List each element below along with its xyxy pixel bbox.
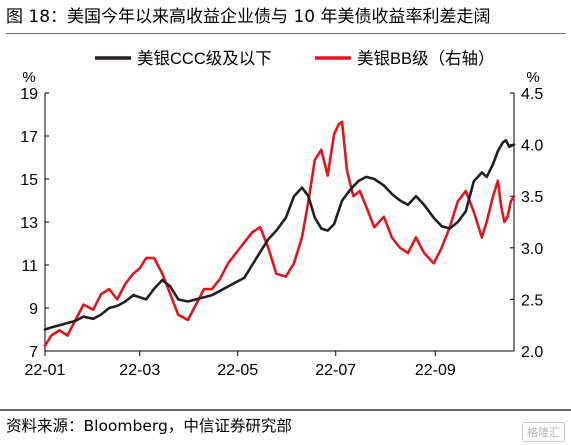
- legend-label-bb: 美银BB级（右轴）: [357, 49, 495, 68]
- left-tick-label: 15: [20, 172, 38, 189]
- source-divider: [0, 409, 571, 411]
- series-line-bb: [43, 120, 516, 348]
- figure-title-text: 图 18：美国今年以来高收益企业债与 10 年美债收益率利差走阔: [6, 7, 491, 27]
- right-axis-unit: %: [526, 69, 539, 86]
- right-tick-label: 2.0: [521, 344, 543, 361]
- series-line-ccc: [43, 139, 516, 331]
- right-tick-label: 3.0: [521, 241, 543, 258]
- x-tick-label: 22-05: [217, 362, 258, 379]
- right-tick-label: 4.0: [521, 138, 543, 155]
- x-tick-label: 22-07: [315, 362, 356, 379]
- x-tick-label: 22-03: [119, 362, 160, 379]
- right-tick-label: 3.5: [521, 189, 543, 206]
- axes: 7 9 11 13 15 17 19 2.0 2.5 3.0 3.5 4.0 4.5 22-01 22-03…: [20, 86, 543, 379]
- left-tick-label: 17: [20, 129, 38, 146]
- left-tick-label: 11: [21, 258, 38, 275]
- chart: 美银CCC级及以下 美银BB级（右轴） % % 7 9 11 13 15 17 19 2.0 2.…: [20, 49, 543, 379]
- title-divider: [6, 32, 566, 34]
- legend: 美银CCC级及以下 美银BB级（右轴）: [95, 49, 495, 68]
- left-tick-label: 7: [29, 344, 38, 361]
- x-tick-label: 22-01: [25, 362, 66, 379]
- x-tick-label: 22-09: [415, 362, 456, 379]
- right-tick-label: 2.5: [521, 292, 543, 309]
- source-note: 资料来源：Bloomberg，中信证券研究部: [6, 417, 292, 435]
- plot-area: [43, 120, 516, 348]
- watermark-logo: 格隆汇: [522, 422, 565, 442]
- right-tick-label: 4.5: [521, 86, 543, 103]
- left-axis-unit: %: [22, 69, 35, 86]
- legend-label-ccc: 美银CCC级及以下: [137, 49, 272, 68]
- left-tick-label: 13: [20, 215, 38, 232]
- figure-title: 图 18：美国今年以来高收益企业债与 10 年美债收益率利差走阔: [6, 4, 566, 34]
- left-tick-label: 19: [20, 86, 38, 103]
- left-tick-label: 9: [29, 301, 38, 318]
